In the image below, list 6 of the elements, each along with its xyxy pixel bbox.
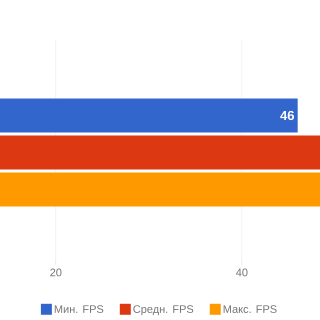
legend-label: Мин. FPS (54, 305, 104, 313)
data-label: 46 (280, 110, 294, 120)
legend-label: Макс. FPS (224, 305, 277, 313)
x-tick-label: 40 (236, 268, 248, 276)
x-tick-label: 20 (50, 268, 62, 276)
legend-label: Средн. FPS (133, 305, 194, 316)
